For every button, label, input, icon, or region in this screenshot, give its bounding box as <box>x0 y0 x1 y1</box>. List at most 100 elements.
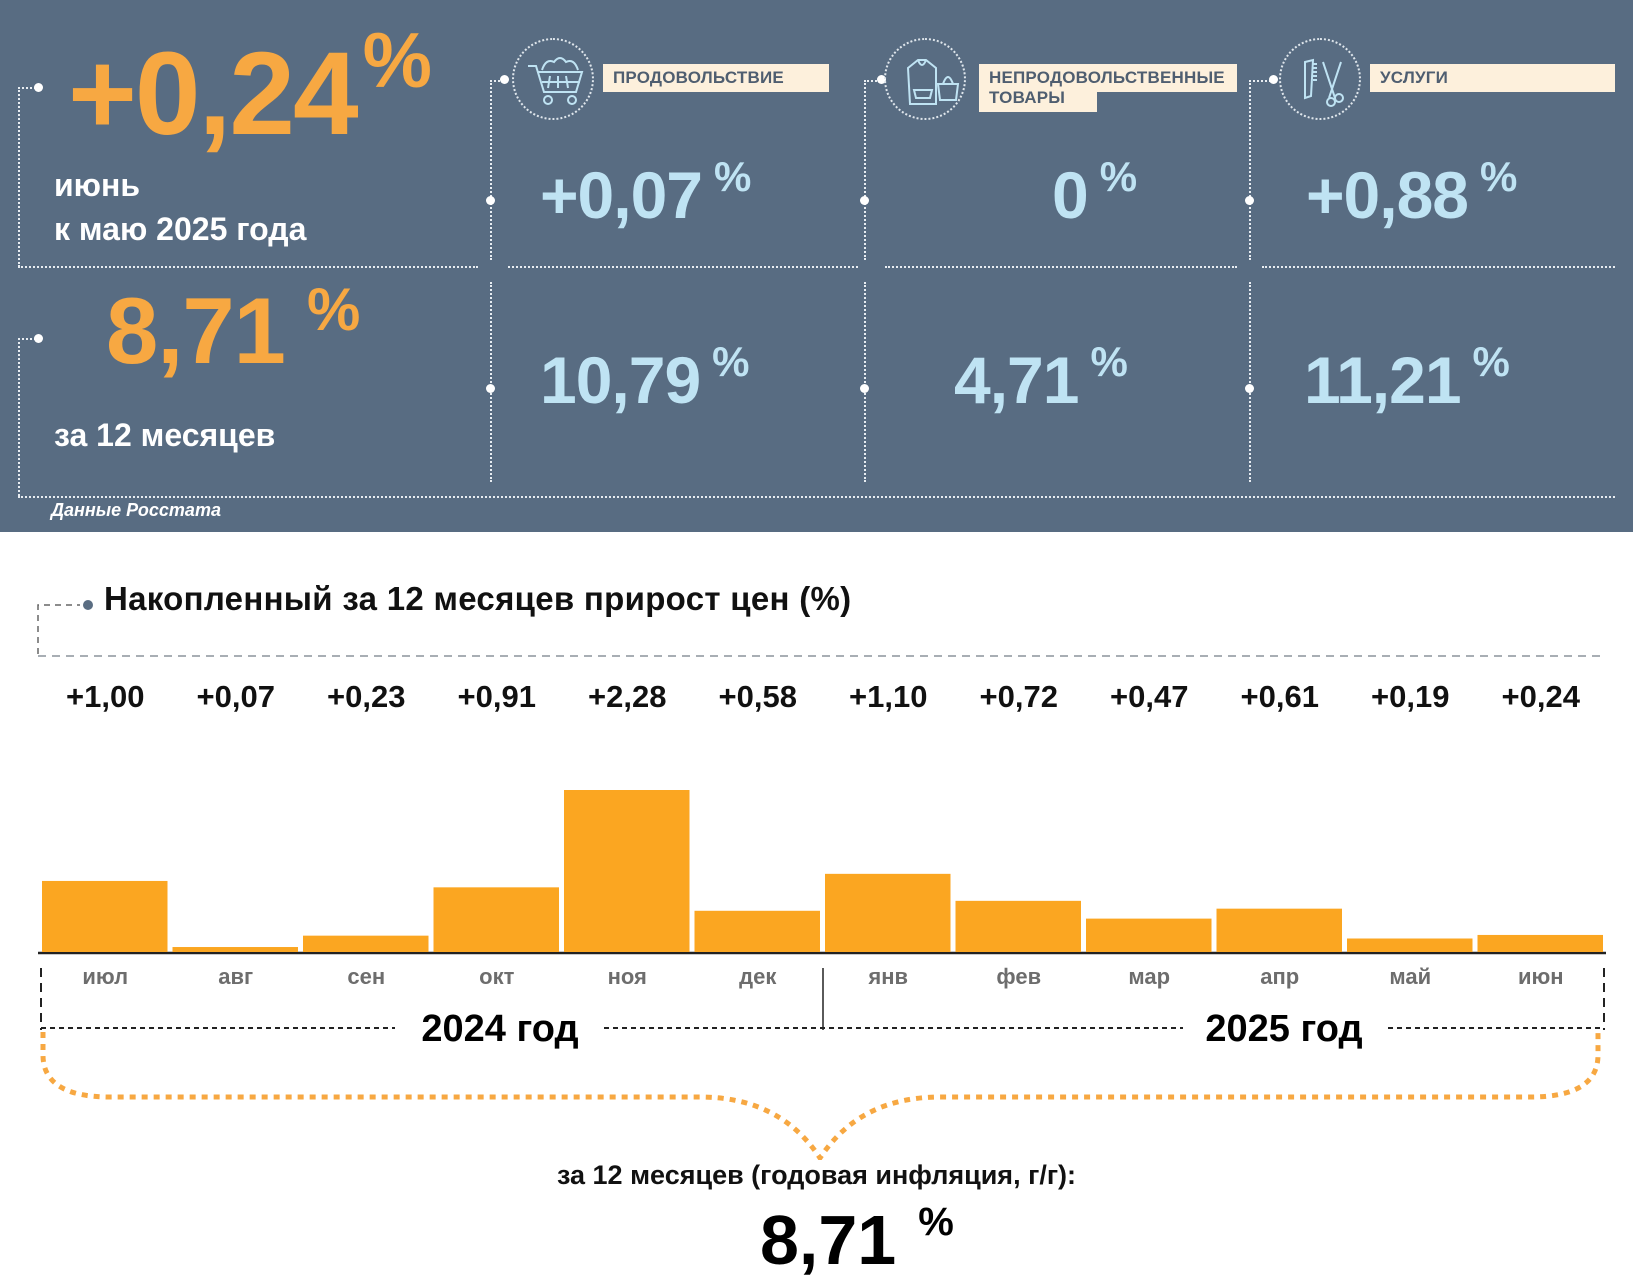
value-label-май: +0,19 <box>1371 679 1449 714</box>
month-label-мар: мар <box>1128 964 1170 989</box>
value-label-апр: +0,61 <box>1241 679 1319 714</box>
bar-апр <box>1216 908 1342 952</box>
bar-июн <box>1477 934 1603 952</box>
bar-окт <box>433 887 559 952</box>
month-label-апр: апр <box>1260 964 1299 989</box>
connector-line <box>18 338 20 496</box>
services-monthly-unit: % <box>1480 153 1518 200</box>
connector-line <box>18 87 20 267</box>
nonfood-monthly-unit: % <box>1099 153 1138 200</box>
food-monthly-value: +0,07 <box>540 158 703 232</box>
bar-авг <box>172 947 298 952</box>
category-label-services: УСЛУГИ <box>1370 64 1615 92</box>
bar-май <box>1347 938 1473 952</box>
bar-дек <box>694 910 820 952</box>
food-monthly-unit: % <box>714 153 752 200</box>
chart-title: Накопленный за 12 месяцев прирост цен (%… <box>104 580 852 617</box>
summary-caption: за 12 месяцев (годовая инфляция, г/г): <box>556 1160 1077 1190</box>
connector-node <box>860 196 869 205</box>
month-label-авг: авг <box>218 964 253 989</box>
connector-line <box>864 80 866 260</box>
connector-line <box>490 80 492 260</box>
value-label-янв: +1,10 <box>849 679 927 714</box>
value-label-окт: +0,91 <box>458 679 536 714</box>
food-annual-unit: % <box>712 338 750 385</box>
nonfood-annual-unit: % <box>1090 338 1128 385</box>
bar-фев <box>955 900 1081 952</box>
month-label-июн: июн <box>1518 964 1564 989</box>
summary-brace <box>40 1032 1601 1160</box>
value-label-ноя: +2,28 <box>588 679 666 714</box>
month-label-фев: фев <box>996 964 1041 989</box>
value-label-июл: +1,00 <box>66 679 144 714</box>
category-label-food: ПРОДОВОЛЬСТВИЕ <box>603 64 829 92</box>
month-label-май: май <box>1389 964 1431 989</box>
monthly-inflation-unit: % <box>362 16 432 104</box>
monthly-label-line2: к маю 2025 года <box>54 211 307 247</box>
connector-line <box>1249 80 1271 82</box>
connector-line <box>1249 80 1251 260</box>
connector-node <box>1245 384 1254 393</box>
services-annual-value: 11,21 <box>1304 343 1462 417</box>
monthly-inflation-label: июнь к маю 2025 года <box>54 163 306 251</box>
connector-node <box>500 75 509 84</box>
data-source: Данные Росстата <box>51 500 221 520</box>
month-label-сен: сен <box>347 964 385 989</box>
food-monthly: +0,07 % <box>540 156 751 232</box>
nonfood-annual: 4,71 % <box>954 341 1128 417</box>
divider-line <box>18 266 478 268</box>
summary-panel: +0,24 % июнь к маю 2025 года 8,71 % за 1… <box>0 0 1633 532</box>
divider-line <box>885 266 1237 268</box>
divider-line <box>18 496 1615 498</box>
connector-line <box>490 80 504 82</box>
nonfood-monthly: 0 % <box>1052 156 1137 232</box>
clothing-bag-icon <box>884 38 966 120</box>
annual-inflation-label: за 12 месяцев <box>54 417 276 453</box>
connector-node <box>34 334 43 343</box>
summary-value-unit: % <box>918 1200 954 1244</box>
category-label-nonfood-line2: ТОВАРЫ <box>979 88 1097 112</box>
food-annual-value: 10,79 <box>540 343 701 417</box>
month-label-окт: окт <box>479 964 514 989</box>
connector-node <box>486 196 495 205</box>
services-monthly-value: +0,88 <box>1306 158 1469 232</box>
value-label-мар: +0,47 <box>1110 679 1188 714</box>
annual-inflation: 8,71 % <box>106 278 360 383</box>
connector-line <box>1249 282 1251 482</box>
monthly-inflation-value: +0,24 <box>68 28 359 160</box>
month-label-дек: дек <box>739 964 777 989</box>
bar-янв <box>825 873 951 952</box>
year-label-2024: 2024 год <box>421 1008 578 1050</box>
value-label-июн: +0,24 <box>1502 679 1581 714</box>
food-annual: 10,79 % <box>540 341 750 417</box>
connector-line <box>18 338 36 340</box>
value-label-авг: +0,07 <box>197 679 275 714</box>
connector-node <box>860 384 869 393</box>
value-label-дек: +0,58 <box>719 679 797 714</box>
month-label-июл: июл <box>82 964 128 989</box>
connector-line <box>18 87 36 89</box>
shopping-cart-icon <box>512 38 594 120</box>
nonfood-monthly-value: 0 <box>1052 158 1089 232</box>
title-bullet <box>83 600 93 610</box>
bar-мар <box>1086 918 1212 952</box>
nonfood-annual-value: 4,71 <box>954 343 1079 417</box>
summary-value-number: 8,71 <box>760 1201 897 1279</box>
connector-line <box>864 80 880 82</box>
monthly-label-line1: июнь <box>54 167 140 203</box>
value-label-фев: +0,72 <box>980 679 1058 714</box>
bar-chart: +1,00 +0,07 +0,23 +0,91 +2,28 +0,58 +1,10 +0,72… <box>37 600 1606 1160</box>
month-label-янв: янв <box>867 964 908 989</box>
services-monthly: +0,88 % <box>1306 156 1517 232</box>
annual-inflation-unit: % <box>306 276 361 343</box>
services-annual: 11,21 % <box>1304 341 1510 417</box>
connector-node <box>1269 75 1278 84</box>
connector-node <box>877 75 886 84</box>
bar-ноя <box>564 790 690 952</box>
connector-line <box>490 282 492 482</box>
bar-июл <box>42 880 168 952</box>
month-label-ноя: ноя <box>608 964 647 989</box>
connector-node <box>1245 196 1254 205</box>
annual-inflation-value: 8,71 <box>106 278 286 383</box>
year-label-2025: 2025 год <box>1205 1008 1362 1050</box>
